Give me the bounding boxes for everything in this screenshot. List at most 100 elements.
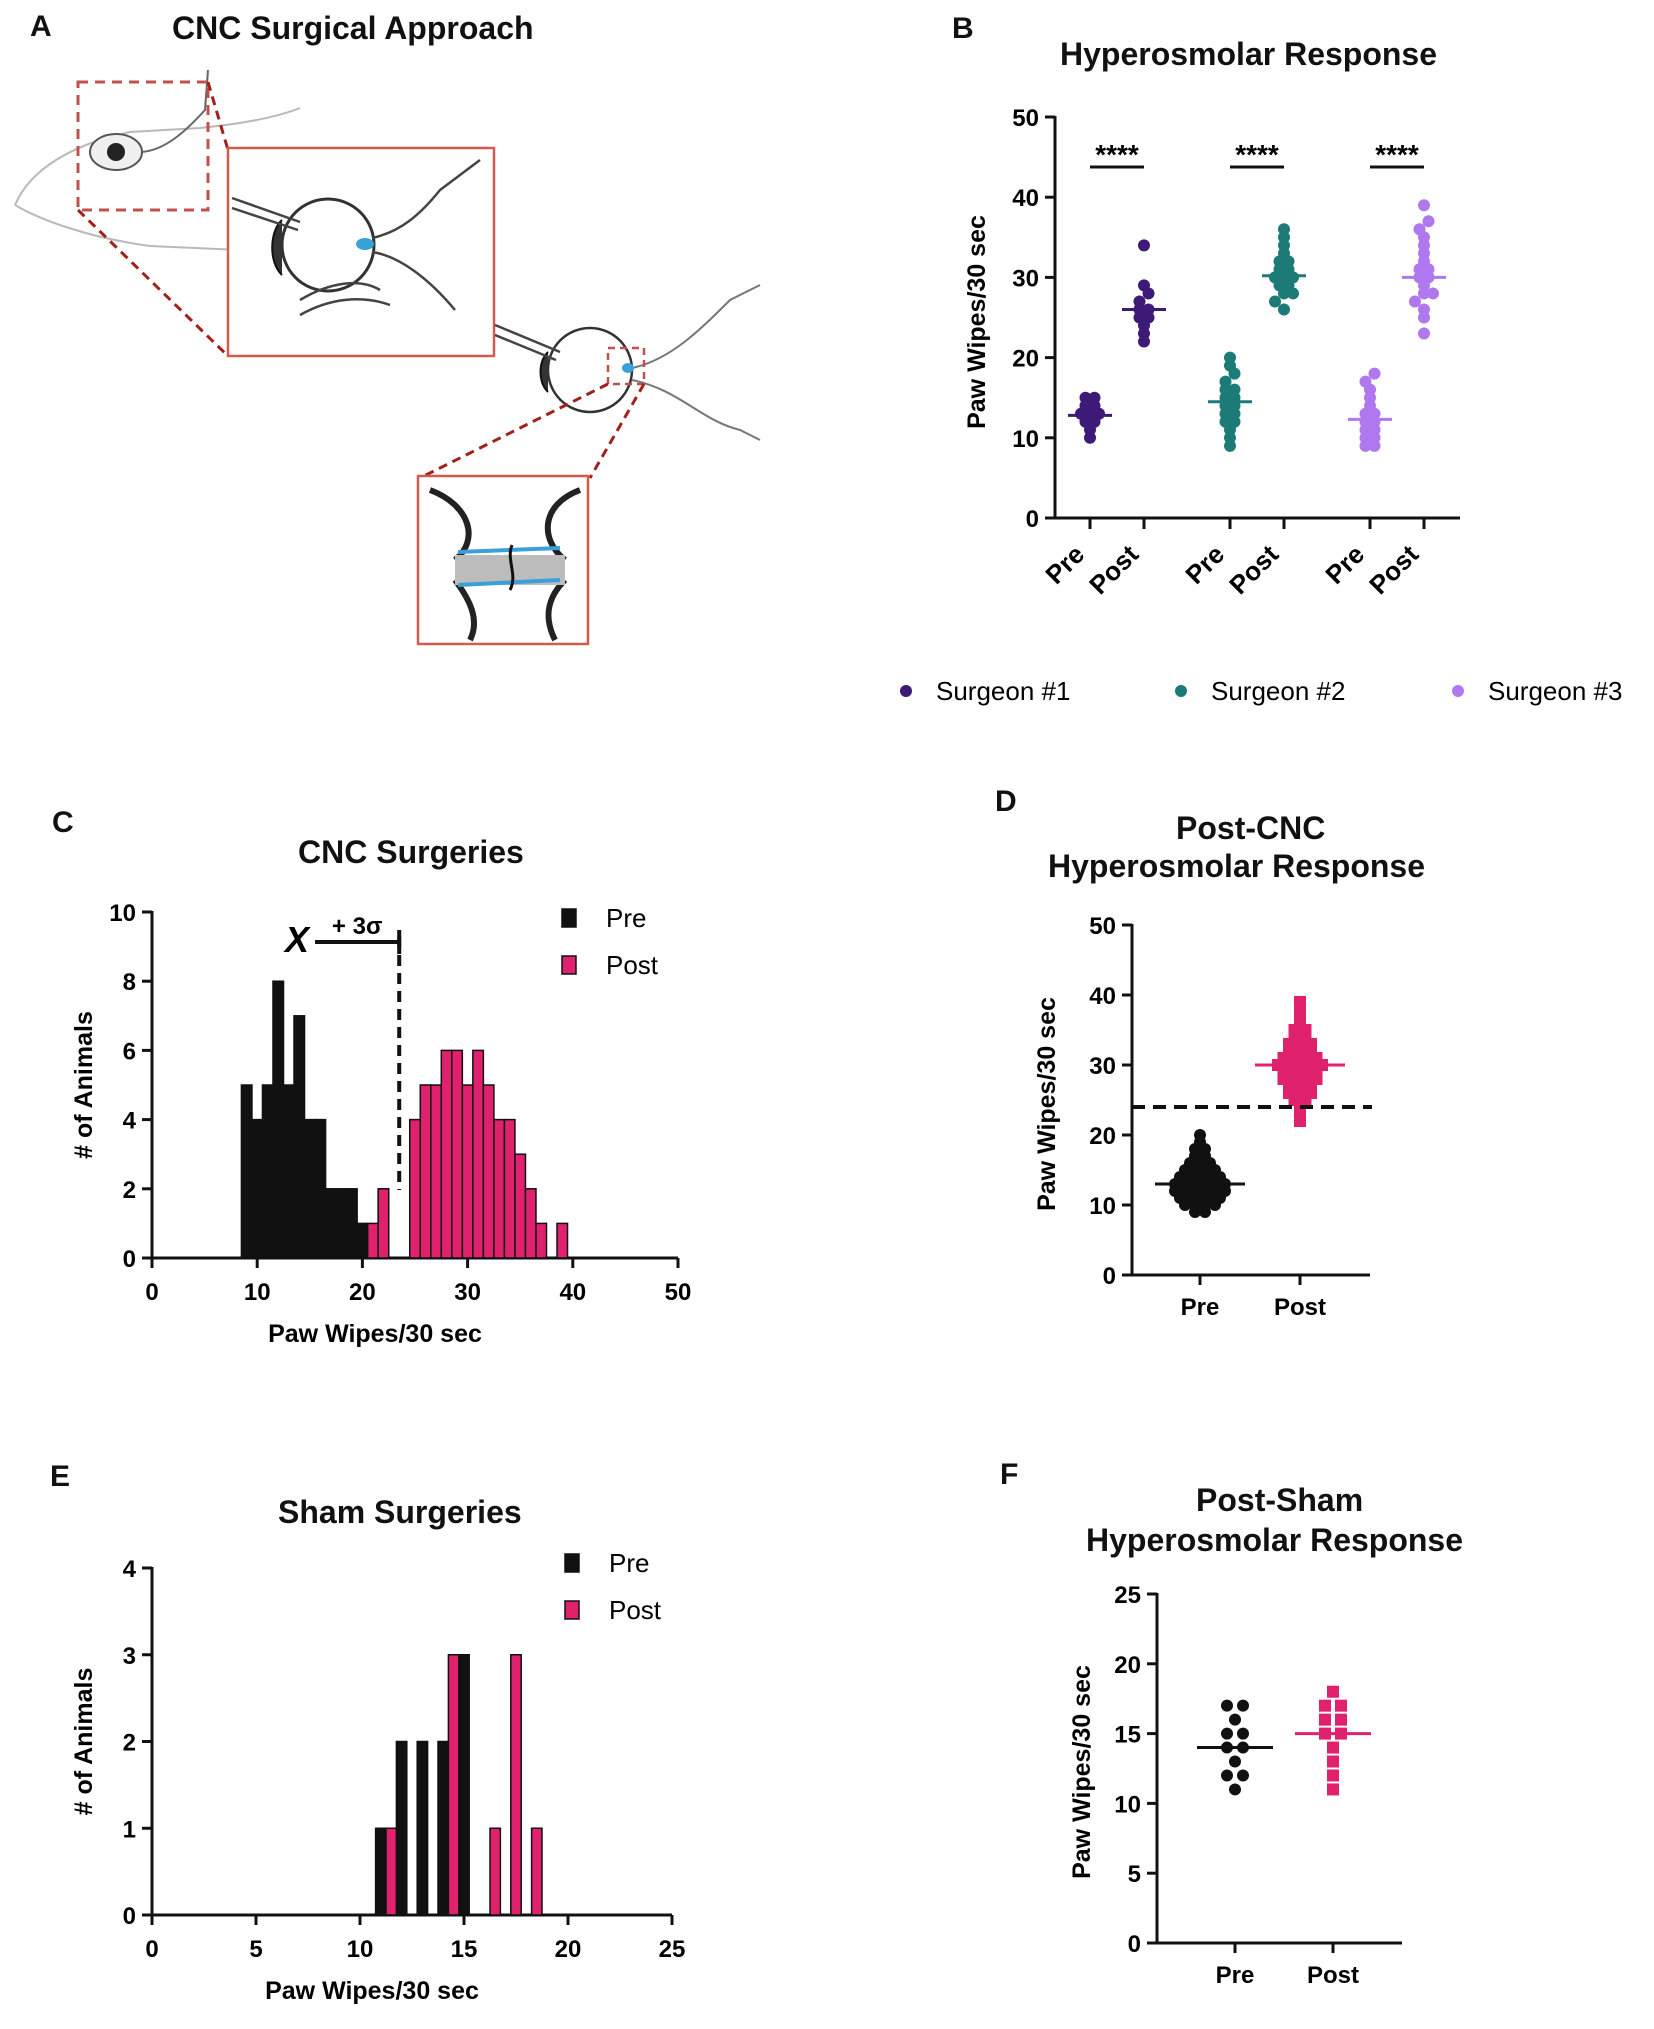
panel-e-y-tick-label: 1 <box>123 1816 136 1843</box>
panel-d-y-axis-label: Paw Wipes/30 sec <box>1033 997 1061 1211</box>
panel-c-y-tick-label: 10 <box>109 900 136 927</box>
crush-line <box>457 578 561 587</box>
panel-f-point-pre <box>1237 1769 1249 1782</box>
panel-d-y-tick-label: 20 <box>1089 1123 1116 1150</box>
panel-e-legend-label: Post <box>609 1595 662 1625</box>
panel-e-x-tick-label: 15 <box>451 1936 478 1963</box>
panel-b-point-3-post <box>1418 311 1430 324</box>
panel-b-significance-label: **** <box>1375 139 1419 170</box>
panel-c-x-axis-label: Paw Wipes/30 sec <box>268 1320 482 1348</box>
panel-letter-b: B <box>952 12 974 45</box>
panel-b-legend-label: Surgeon #2 <box>1211 676 1345 706</box>
panel-b-point-1-post <box>1142 287 1155 300</box>
panel-c-bar-post <box>535 1222 548 1259</box>
panel-f-point-pre <box>1221 1769 1233 1782</box>
panel-e-bar-post <box>530 1827 543 1916</box>
forceps-lower <box>299 281 391 317</box>
panel-c-title: CNC Surgeries <box>298 834 524 870</box>
panel-b-point-2-post <box>1278 303 1290 316</box>
panel-c-legend-label: Post <box>606 950 659 980</box>
panel-c-x-tick-label: 0 <box>145 1279 158 1306</box>
zoom-box-dashed <box>76 80 210 212</box>
panel-f-y-tick-label: 0 <box>1128 1931 1141 1958</box>
panel-c-y-tick-label: 4 <box>123 1108 137 1135</box>
panel-f-x-tick-label: Pre <box>1216 1962 1255 1989</box>
panel-f-y-axis-label: Paw Wipes/30 sec <box>1068 1665 1096 1879</box>
panel-e-y-tick-label: 3 <box>123 1643 136 1670</box>
panel-e-y-tick-label: 0 <box>123 1903 136 1930</box>
panel-b-point-2-post <box>1278 287 1290 300</box>
panel-b-point-3-post <box>1427 287 1439 300</box>
panel-d-x-tick-label: Post <box>1274 1294 1326 1321</box>
forceps-2 <box>494 323 561 362</box>
panel-d-point-pre <box>1179 1199 1191 1211</box>
panel-f-point-post <box>1319 1713 1331 1726</box>
panel-e-bar-post <box>510 1654 522 1916</box>
mouse-head-outline <box>14 107 301 251</box>
panel-c-legend-marker <box>561 955 577 975</box>
panel-f-point-post <box>1335 1699 1347 1712</box>
panel-b-significance-label: **** <box>1095 139 1139 170</box>
panel-f-point-post <box>1327 1783 1339 1796</box>
panel-c-y-axis-label: # of Animals <box>70 1011 98 1159</box>
panel-letter-a: A <box>30 10 52 43</box>
panel-f-title-line1: Post-Sham <box>1196 1482 1364 1518</box>
panel-f-point-pre <box>1229 1713 1241 1726</box>
optic-nerve-line <box>141 69 209 153</box>
panel-b-point-3-pre <box>1368 367 1381 380</box>
panel-e-x-tick-label: 20 <box>555 1936 582 1963</box>
panel-f-point-pre <box>1229 1755 1241 1768</box>
panel-f-point-post <box>1327 1769 1339 1782</box>
crush-mark <box>508 544 515 591</box>
zoom-line <box>206 81 230 151</box>
panel-e-x-axis-label: Paw Wipes/30 sec <box>265 1977 479 2005</box>
zoom-line <box>76 208 230 358</box>
panel-c-x-tick-label: 10 <box>244 1279 271 1306</box>
panel-b-y-tick-label: 50 <box>1012 105 1039 132</box>
panel-e-y-tick-label: 4 <box>123 1556 137 1583</box>
panel-c-legend-marker <box>561 908 577 928</box>
panel-c-sigma-label: + 3σ <box>332 913 382 940</box>
panel-f-y-tick-label: 5 <box>1128 1861 1141 1888</box>
panel-b-y-tick-label: 40 <box>1012 185 1039 212</box>
panel-b-point-1-post <box>1138 239 1150 252</box>
panel-b-legend-marker <box>1175 685 1187 697</box>
panel-b-point-3-pre <box>1368 439 1381 452</box>
panel-b-y-axis-label: Paw Wipes/30 sec <box>963 215 991 429</box>
panel-b-significance-label: **** <box>1235 139 1279 170</box>
panel-f-y-tick-label: 25 <box>1114 1582 1141 1609</box>
panel-c-mean-marker: X <box>283 919 311 960</box>
panel-c-y-tick-label: 0 <box>123 1246 136 1273</box>
panel-f-y-tick-label: 20 <box>1114 1652 1141 1679</box>
panel-b-point-2-post <box>1269 295 1281 308</box>
panel-d-point-pre <box>1189 1206 1201 1218</box>
panel-b-point-3-post <box>1422 215 1435 228</box>
zoom-line <box>588 383 646 479</box>
panel-d-y-tick-label: 50 <box>1089 913 1116 940</box>
panel-e-bar-pre <box>416 1740 429 1916</box>
zoom-line <box>419 382 609 480</box>
panel-b-legend-label: Surgeon #3 <box>1488 676 1622 706</box>
panel-f-point-pre <box>1229 1783 1241 1796</box>
panel-e-bar-post <box>385 1827 398 1916</box>
panel-e-bar-post <box>447 1654 460 1916</box>
panel-letter-d: D <box>995 785 1017 818</box>
panel-c-y-tick-label: 8 <box>123 969 136 996</box>
forceps <box>231 196 301 232</box>
panel-b-legend-marker <box>900 685 912 697</box>
panel-e-x-tick-label: 25 <box>659 1936 686 1963</box>
panel-b-title: Hyperosmolar Response <box>1060 36 1438 72</box>
panel-b-point-3-post <box>1418 199 1430 212</box>
panel-d-y-tick-label: 30 <box>1089 1053 1116 1080</box>
panel-e-x-tick-label: 5 <box>249 1936 262 1963</box>
panel-e-x-tick-label: 0 <box>145 1936 158 1963</box>
mouse-pupil <box>107 143 125 161</box>
panel-c-x-tick-label: 50 <box>665 1279 692 1306</box>
optic-nerve-2 <box>631 284 761 441</box>
panel-b-legend-marker <box>1452 685 1464 697</box>
